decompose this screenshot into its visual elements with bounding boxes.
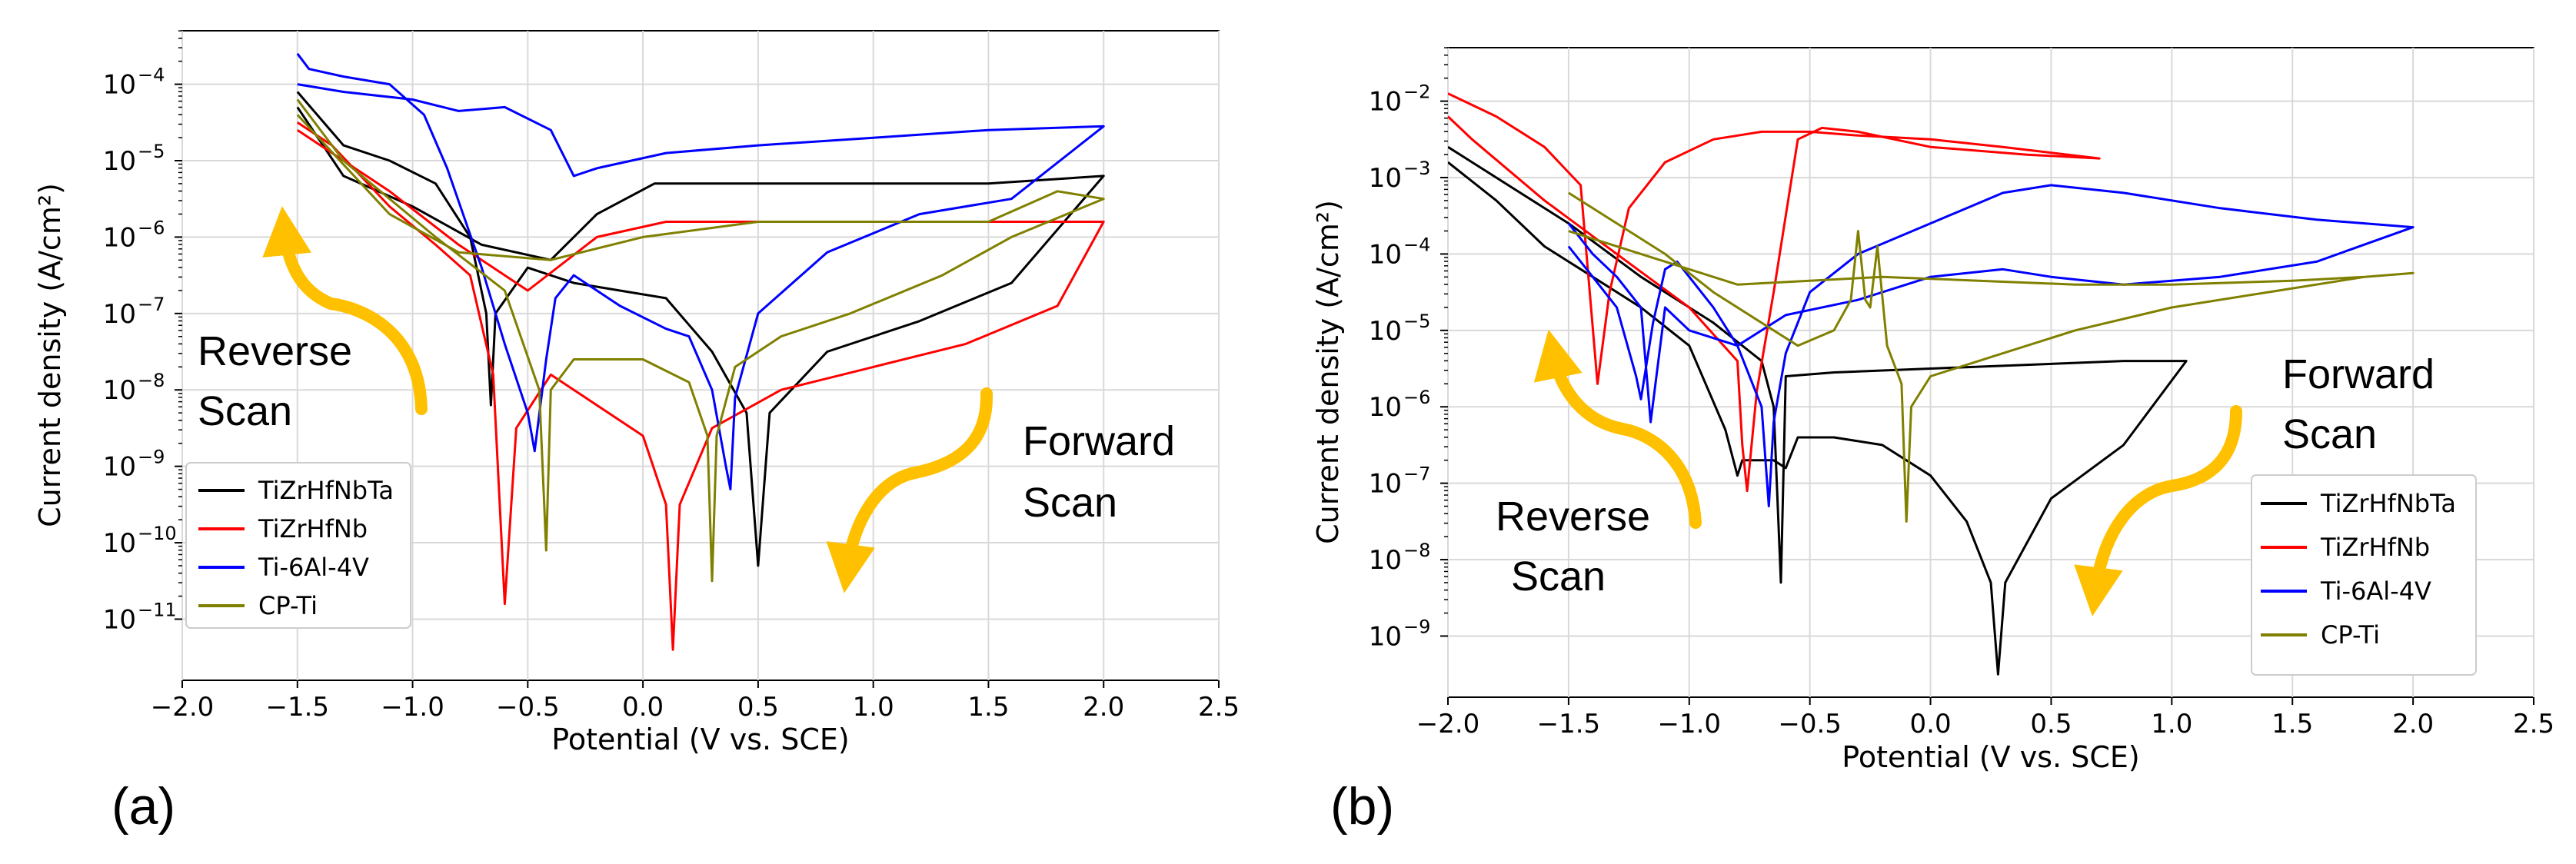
panel-a: −2.0 −1.5 −1.0 −0.5 0.0 0.5 1.0 1.5 2.0 2.5 10 −11…: [33, 30, 1240, 836]
y-tick-exponent: −6: [138, 217, 165, 238]
y-tick-exponent: −9: [1403, 616, 1430, 637]
x-tick-label: 0.0: [1910, 709, 1952, 739]
x-ticks-a: −2.0 −1.5 −1.0 −0.5 0.0 0.5 1.0 1.5 2.0 2.5: [151, 680, 1240, 723]
legend-label: CP-Ti: [258, 591, 318, 620]
y-tick-label: 10: [1369, 87, 1402, 118]
y-tick-label: 10: [103, 604, 136, 635]
series-group-b: [1448, 92, 2415, 676]
x-tick-label: 2.0: [1083, 692, 1124, 723]
y-tick-label: 10: [1369, 545, 1402, 576]
x-ticks-b: −2.0 −1.5 −1.0 −0.5 0.0 0.5 1.0 1.5 2.0 2.5: [1416, 697, 2554, 739]
x-axis-label-b: Potential (V vs. SCE): [1842, 740, 2139, 774]
y-tick-label: 10: [103, 528, 136, 559]
y-tick-label: 10: [103, 375, 136, 406]
forward-scan-label-a-line1: Forward: [1023, 418, 1175, 464]
x-tick-label: −0.5: [1778, 709, 1842, 739]
x-axis-label-a: Potential (V vs. SCE): [551, 723, 849, 756]
y-tick-label: 10: [103, 452, 136, 483]
forward-scan-label-a-line2: Scan: [1023, 480, 1117, 526]
y-tick-label: 10: [1369, 163, 1402, 194]
x-tick-label: 1.5: [2271, 709, 2313, 739]
legend-label: CP-Ti: [2321, 620, 2380, 650]
legend-label: Ti-6Al-4V: [258, 553, 369, 582]
legend-label: TiZrHfNb: [258, 514, 368, 543]
legend-b: TiZrHfNbTa TiZrHfNb Ti-6Al-4V CP-Ti: [2251, 474, 2477, 676]
x-tick-label: −2.0: [1416, 709, 1480, 739]
x-tick-label: 0.0: [622, 692, 664, 723]
y-tick-exponent: −6: [1403, 387, 1430, 408]
legend-label: TiZrHfNb: [2320, 533, 2430, 562]
x-tick-label: −1.5: [1537, 709, 1601, 739]
y-tick-exponent: −10: [138, 523, 177, 544]
y-tick-label: 10: [1369, 621, 1402, 652]
x-tick-label: 1.5: [967, 692, 1009, 723]
y-tick-exponent: −5: [138, 141, 165, 162]
y-tick-exponent: −7: [1403, 464, 1430, 485]
x-tick-label: 1.0: [853, 692, 894, 723]
panel-label-b: (b): [1330, 777, 1394, 836]
y-tick-label: 10: [1369, 316, 1402, 347]
legend-label: TiZrHfNbTa: [258, 476, 394, 505]
x-tick-label: 0.5: [737, 692, 779, 723]
y-tick-exponent: −8: [1403, 540, 1430, 561]
forward-scan-label-b-line2: Scan: [2282, 411, 2377, 457]
series-line-tizrhfnb: [296, 121, 1105, 651]
forward-scan-arrow-b: [2074, 405, 2242, 616]
y-tick-label: 10: [103, 222, 136, 253]
y-tick-exponent: −8: [138, 370, 165, 391]
x-tick-label: 2.5: [1198, 692, 1240, 723]
x-tick-label: 2.5: [2513, 709, 2554, 739]
y-tick-label: 10: [1369, 392, 1402, 423]
reverse-scan-label-b-line2: Scan: [1511, 553, 1606, 600]
series-line-tizrhfnbta: [1448, 145, 2188, 676]
y-tick-label: 10: [103, 70, 136, 101]
y-axis-label-a: Current density (A/cm²): [33, 183, 67, 527]
y-tick-exponent: −3: [1403, 158, 1430, 179]
x-tick-label: 1.0: [2151, 709, 2192, 739]
x-tick-label: −2.0: [151, 692, 215, 723]
legend-a: TiZrHfNbTa TiZrHfNb Ti-6Al-4V CP-Ti: [185, 462, 411, 629]
y-tick-exponent: −5: [1403, 311, 1430, 332]
series-line-cp-ti: [296, 98, 1105, 583]
y-tick-label: 10: [1369, 469, 1402, 500]
reverse-scan-arrow-b: [1533, 329, 1702, 529]
reverse-scan-label-a-line2: Scan: [198, 388, 292, 434]
x-tick-label: 2.0: [2392, 709, 2434, 739]
series-line-tizrhfnb: [1448, 92, 2101, 493]
y-tick-exponent: −7: [138, 294, 165, 315]
panel-label-a: (a): [111, 777, 175, 836]
legend-label: Ti-6Al-4V: [2320, 577, 2431, 606]
x-tick-label: −1.0: [1657, 709, 1721, 739]
y-tick-exponent: −2: [1403, 81, 1430, 103]
legend-label: TiZrHfNbTa: [2320, 489, 2456, 518]
y-tick-label: 10: [103, 146, 136, 177]
y-tick-exponent: −4: [1403, 234, 1430, 255]
y-ticks-b: 10−910−810−710−610−510−410−310−2: [1369, 47, 1448, 652]
y-tick-exponent: −4: [138, 65, 165, 86]
y-axis-label-b: Current density (A/cm²): [1311, 200, 1345, 544]
y-tick-exponent: −11: [138, 599, 177, 620]
reverse-scan-arrow-a: [262, 206, 428, 415]
forward-scan-label-b-line1: Forward: [2282, 351, 2435, 397]
panel-b: −2.0 −1.5 −1.0 −0.5 0.0 0.5 1.0 1.5 2.0 2.5 10 −91…: [1311, 47, 2554, 836]
y-tick-label: 10: [1369, 239, 1402, 270]
y-tick-exponent: −9: [138, 447, 165, 468]
series-group-a: [296, 52, 1105, 651]
x-tick-label: −1.0: [381, 692, 444, 723]
series-line-cp-ti: [1568, 191, 2415, 523]
series-line-ti-6al-4v: [1567, 184, 2415, 507]
y-tick-label: 10: [103, 299, 136, 330]
forward-scan-arrow-a: [826, 387, 993, 593]
x-tick-label: 0.5: [2030, 709, 2072, 739]
reverse-scan-label-b-line1: Reverse: [1496, 493, 1650, 540]
series-line-tizrhfnbta: [296, 91, 1105, 567]
reverse-scan-label-a-line1: Reverse: [198, 328, 352, 374]
x-tick-label: −1.5: [265, 692, 329, 723]
series-line-ti-6al-4v: [296, 52, 1105, 490]
x-tick-label: −0.5: [496, 692, 560, 723]
